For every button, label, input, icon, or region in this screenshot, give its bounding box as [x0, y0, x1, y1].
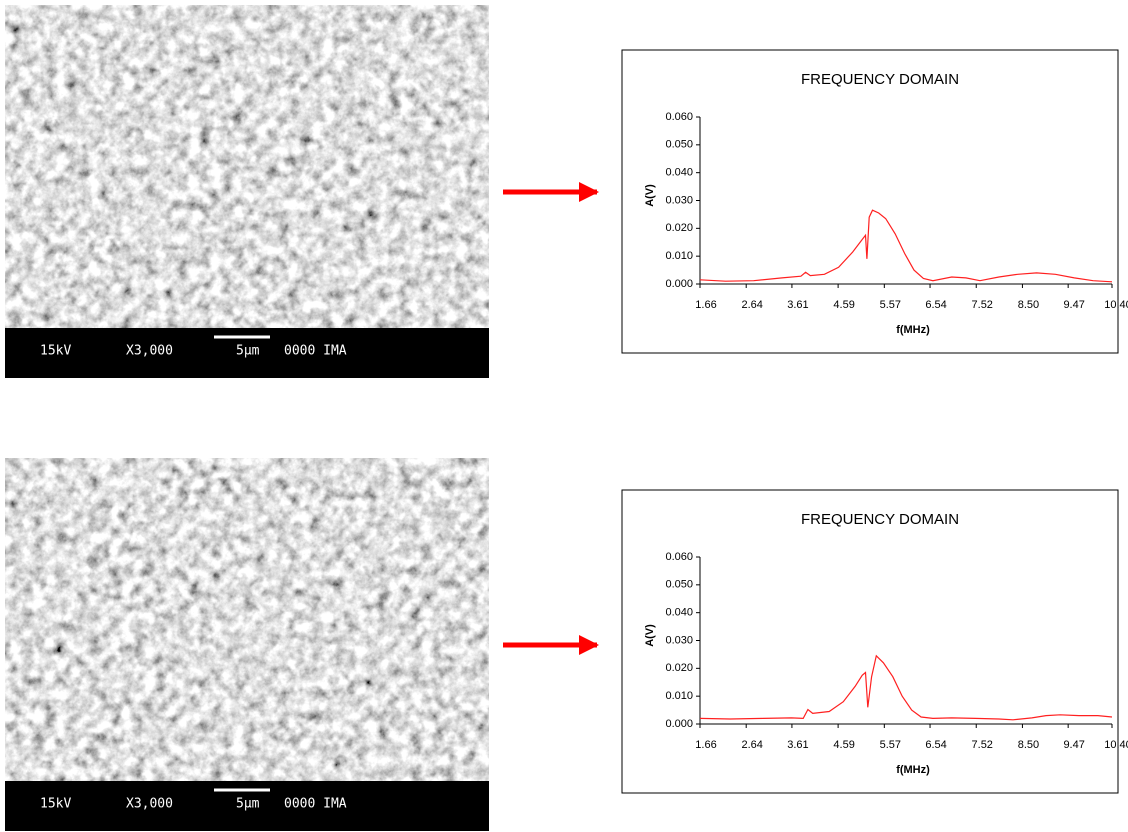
- x-tick-label: 6.54: [925, 299, 946, 311]
- y-axis-label: A(V): [644, 624, 656, 647]
- y-tick-label: 0.000: [665, 718, 693, 730]
- y-tick-label: 0.040: [665, 167, 693, 179]
- sem-magnification: X3,000: [126, 797, 173, 812]
- y-tick-label: 0.020: [665, 662, 693, 674]
- y-tick-label: 0.030: [665, 194, 693, 206]
- y-tick-label: 0.030: [665, 634, 693, 646]
- chart-title: FREQUENCY DOMAIN: [801, 511, 959, 528]
- x-tick-label: 7.52: [972, 299, 993, 311]
- x-tick-label: 8.50: [1018, 739, 1039, 751]
- x-tick-label: 4.59: [833, 739, 854, 751]
- y-tick-label: 0.060: [665, 551, 693, 563]
- sem-scale: 5μm: [236, 797, 260, 812]
- x-tick-label: 9.47: [1063, 739, 1084, 751]
- x-tick-label: 5.57: [880, 299, 901, 311]
- x-tick-label: 9.47: [1063, 299, 1084, 311]
- page: 15kV X3,000 5μm 0000 IMA 15kV X3,000 5μm 0000 I…: [0, 0, 1128, 832]
- x-tick-label: 1.66: [695, 739, 716, 751]
- x-tick-label: 2.64: [741, 739, 762, 751]
- y-tick-label: 0.020: [665, 222, 693, 234]
- x-tick-label: 8.50: [1018, 299, 1039, 311]
- y-axis-label: A(V): [644, 184, 656, 207]
- figure: 15kV X3,000 5μm 0000 IMA 15kV X3,000 5μm 0000 I…: [0, 0, 1128, 832]
- sem-code: 0000 IMA: [284, 344, 347, 359]
- sem-scale: 5μm: [236, 344, 260, 359]
- x-axis-label: f(MHz): [896, 324, 930, 336]
- sem-code: 0000 IMA: [284, 797, 347, 812]
- y-tick-label: 0.050: [665, 139, 693, 151]
- sem-voltage: 15kV: [40, 797, 71, 812]
- y-tick-label: 0.060: [665, 111, 693, 123]
- x-tick-label: 3.61: [787, 299, 808, 311]
- x-tick-label: 10.40: [1104, 299, 1128, 311]
- x-tick-label: 5.57: [880, 739, 901, 751]
- x-tick-label: 2.64: [741, 299, 762, 311]
- x-tick-label: 7.52: [972, 739, 993, 751]
- x-tick-label: 10.40: [1104, 739, 1128, 751]
- sem-magnification: X3,000: [126, 344, 173, 359]
- sem-image: [5, 5, 489, 328]
- x-tick-label: 3.61: [787, 739, 808, 751]
- y-tick-label: 0.000: [665, 278, 693, 290]
- y-tick-label: 0.010: [665, 250, 693, 262]
- x-tick-label: 4.59: [833, 299, 854, 311]
- y-tick-label: 0.010: [665, 690, 693, 702]
- x-tick-label: 1.66: [695, 299, 716, 311]
- y-tick-label: 0.040: [665, 607, 693, 619]
- sem-image: [5, 458, 489, 781]
- y-tick-label: 0.050: [665, 579, 693, 591]
- chart-title: FREQUENCY DOMAIN: [801, 71, 959, 88]
- sem-voltage: 15kV: [40, 344, 71, 359]
- x-tick-label: 6.54: [925, 739, 946, 751]
- x-axis-label: f(MHz): [896, 764, 930, 776]
